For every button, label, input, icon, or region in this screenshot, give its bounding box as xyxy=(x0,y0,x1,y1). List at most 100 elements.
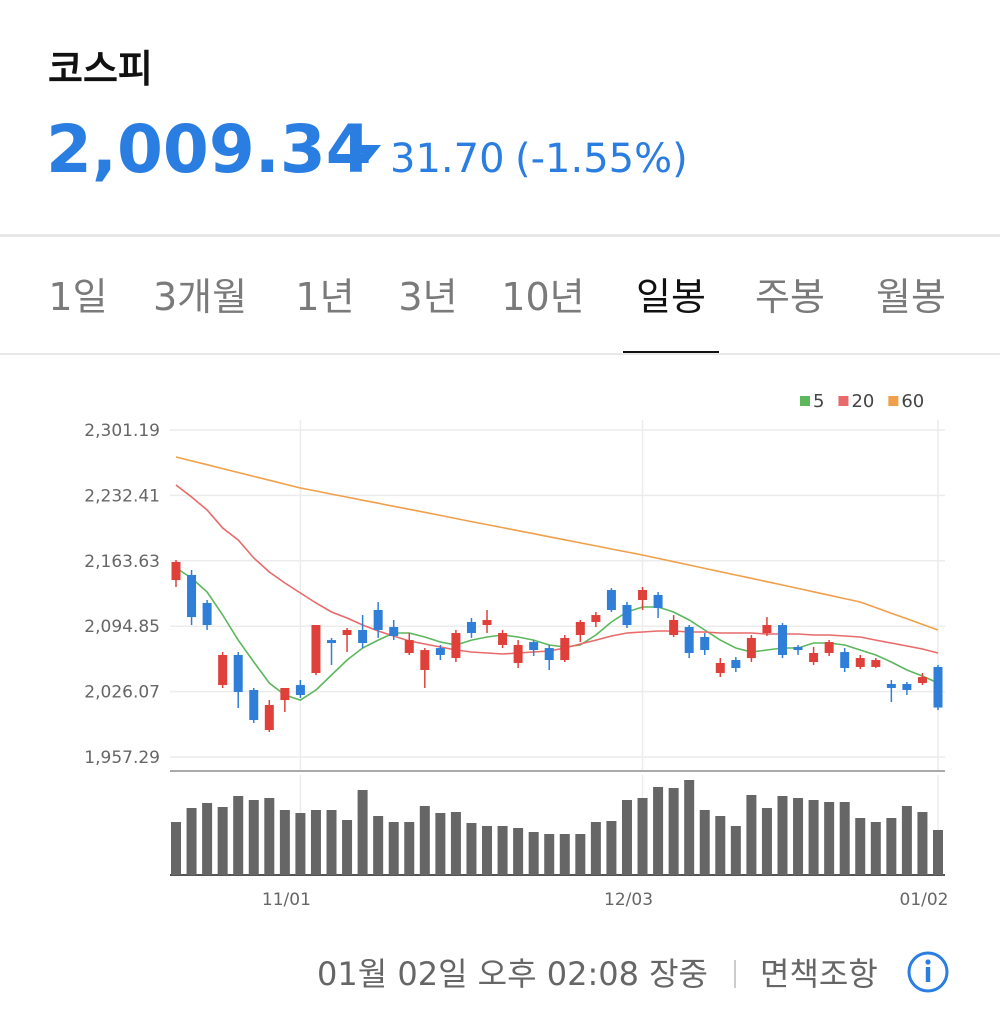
volume-bar xyxy=(202,803,213,875)
candle-body xyxy=(762,625,772,634)
candle-body xyxy=(560,637,570,661)
change: 31.70 xyxy=(390,136,505,182)
candle-body xyxy=(529,642,539,651)
candle-body xyxy=(653,594,663,609)
legend-label: 5 xyxy=(813,391,824,412)
volume-bar xyxy=(388,822,399,875)
candle-body xyxy=(777,625,787,655)
volume-bar xyxy=(606,821,617,875)
candle-body xyxy=(249,689,259,721)
volume-bar xyxy=(171,822,181,875)
volume-bar xyxy=(808,800,819,875)
volume-bar xyxy=(746,795,757,875)
x-tick-label: 01/02 xyxy=(900,890,949,910)
y-tick-label: 2,094.85 xyxy=(84,617,160,637)
volume-bar xyxy=(668,788,679,875)
volume-bar xyxy=(528,832,539,875)
y-tick-label: 2,026.07 xyxy=(84,683,160,703)
tab[interactable]: 3년 xyxy=(398,275,457,319)
candle-body xyxy=(498,633,508,645)
y-tick-label: 2,301.19 xyxy=(84,421,160,441)
legend-label: 20 xyxy=(851,391,874,412)
volume-bar xyxy=(513,828,524,875)
candle-body xyxy=(622,604,632,626)
candle-body xyxy=(327,640,337,644)
candle-body xyxy=(591,615,601,622)
volume-bar xyxy=(621,800,632,875)
candle-body xyxy=(809,652,819,663)
tab[interactable]: 월봉 xyxy=(876,275,946,319)
chart: 2,301.19 2,232.41 2,163.63 2,094.85 2,026.07… xyxy=(84,391,948,910)
candle-body xyxy=(731,660,741,669)
tab[interactable]: 일봉 xyxy=(636,275,706,319)
candle-body xyxy=(482,619,492,626)
change-pct: (-1.55%) xyxy=(515,136,688,182)
tab[interactable]: 3개월 xyxy=(153,275,247,319)
volume-bar xyxy=(653,787,664,875)
candle-body xyxy=(793,646,803,651)
candle-body xyxy=(575,621,585,636)
candle-body xyxy=(855,658,865,667)
legend-swatch xyxy=(838,396,849,406)
disclaimer[interactable]: 면책조항 xyxy=(760,955,878,993)
volume-bar xyxy=(637,798,648,875)
volume-bar xyxy=(544,834,555,875)
candle-body xyxy=(171,561,181,581)
candle-body xyxy=(700,637,710,651)
candle-body xyxy=(606,590,616,611)
candle-body xyxy=(715,662,725,674)
tab[interactable]: 주봉 xyxy=(755,275,825,319)
legend-swatch xyxy=(800,396,810,406)
volume-bar xyxy=(870,822,881,875)
volume-bar xyxy=(310,810,321,875)
candle-body xyxy=(233,654,243,692)
volume-bar xyxy=(357,790,368,875)
volume-bar xyxy=(559,834,570,875)
volume-bar xyxy=(435,813,446,875)
volume-bar xyxy=(777,796,788,875)
tab[interactable]: 10년 xyxy=(501,275,584,319)
volume-bar xyxy=(279,810,290,875)
candle-body xyxy=(824,642,834,653)
volume-bar xyxy=(730,826,741,875)
volume-bar xyxy=(699,810,710,875)
volume-bar xyxy=(684,780,695,875)
divider xyxy=(0,234,1000,237)
candle-body xyxy=(218,654,228,686)
candle-body xyxy=(373,610,383,630)
candle-body xyxy=(187,575,197,618)
candle-body xyxy=(669,619,679,636)
volume-bar xyxy=(248,800,259,875)
price: 2,009.34 xyxy=(46,111,372,188)
candle-body xyxy=(871,660,881,667)
candle-body xyxy=(902,683,912,690)
volume-bar xyxy=(233,796,244,875)
legend-label: 60 xyxy=(901,391,924,412)
y-tick-label: 1,957.29 xyxy=(84,748,160,768)
candle-body xyxy=(933,666,943,708)
volume-bar xyxy=(917,812,928,875)
ma-line xyxy=(175,567,939,701)
volume-bar xyxy=(264,798,275,875)
candle-body xyxy=(746,637,756,659)
divider xyxy=(0,353,1000,355)
candle-body xyxy=(420,650,430,671)
timestamp: 01월 02일 오후 02:08 장중 xyxy=(317,955,708,993)
volume-bar xyxy=(901,806,912,875)
volume-bar xyxy=(466,823,477,875)
legend-swatch xyxy=(888,396,899,406)
candle-body xyxy=(264,705,274,731)
info-icon[interactable] xyxy=(907,951,949,993)
tab[interactable]: 1년 xyxy=(295,275,354,319)
volume-bar xyxy=(419,806,430,875)
x-tick-label: 12/03 xyxy=(604,890,653,910)
volume-bar xyxy=(761,808,772,875)
candle-body xyxy=(513,644,523,663)
volume-bar xyxy=(590,822,601,875)
candle-body xyxy=(202,602,212,626)
candle-body xyxy=(917,677,927,684)
tab[interactable]: 1일 xyxy=(48,275,107,319)
candle-body xyxy=(311,625,321,674)
